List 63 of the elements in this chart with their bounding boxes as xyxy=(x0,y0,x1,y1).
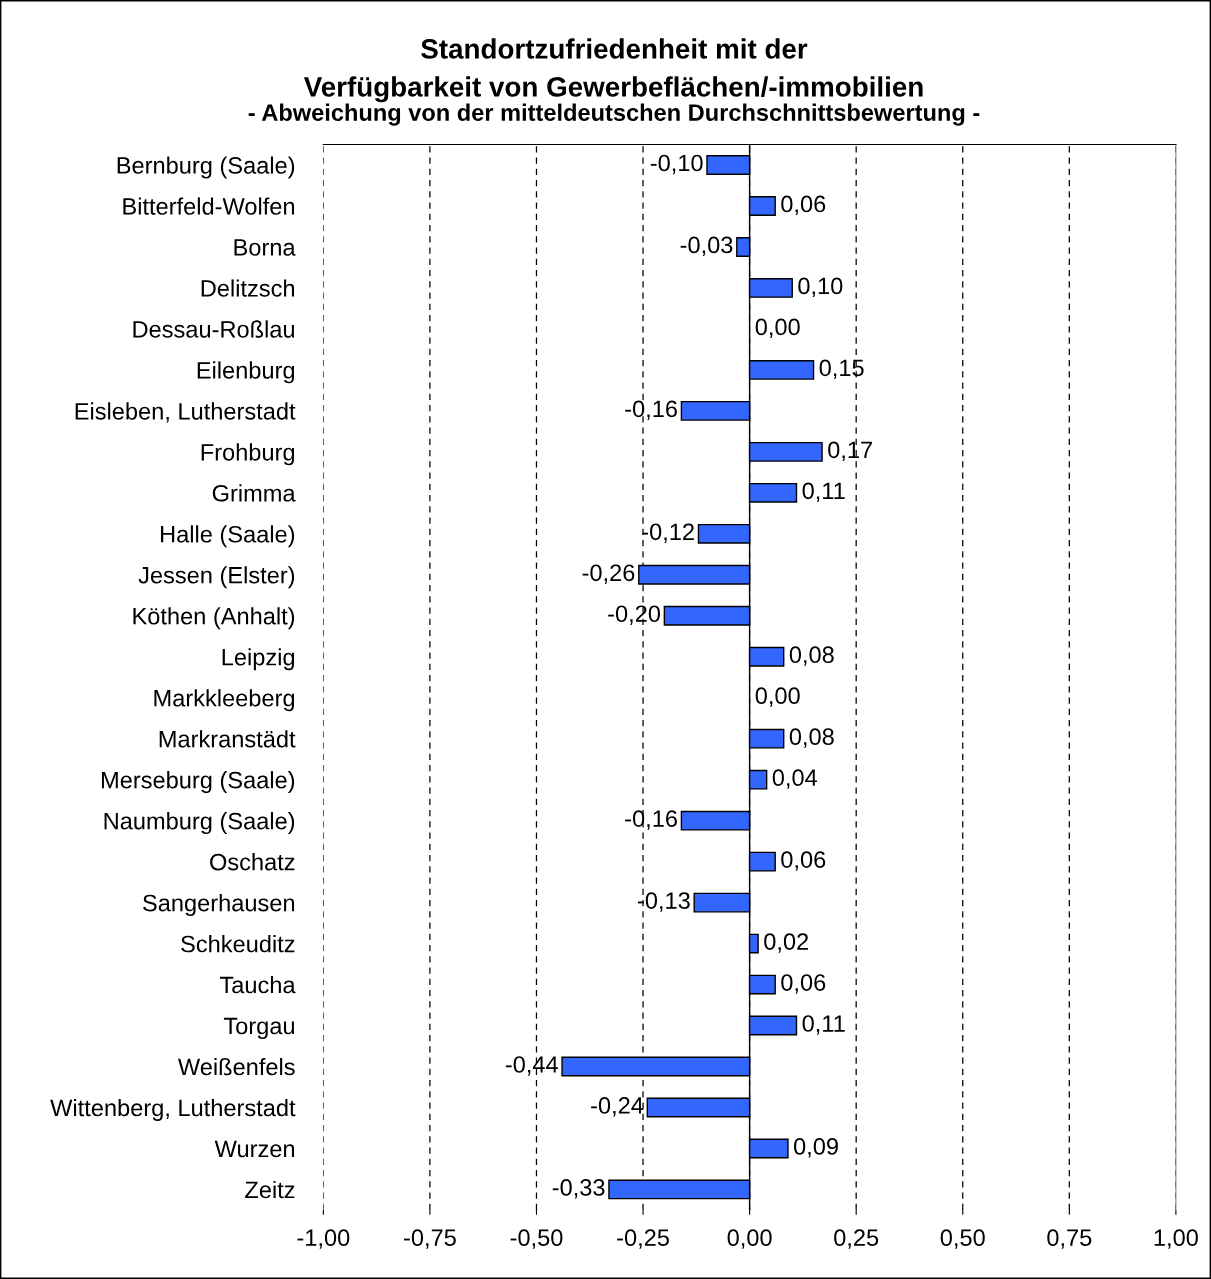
data-label: 0,17 xyxy=(828,441,872,461)
y-tick-label: Markkleeberg xyxy=(154,689,295,712)
data-label: 0,06 xyxy=(781,851,826,871)
y-tick-label: Taucha xyxy=(219,976,296,994)
y-tick-label: Jessen (Elster) xyxy=(138,566,295,589)
data-label: 0,11 xyxy=(802,1015,845,1035)
y-tick-label: Naumburg (Saale) xyxy=(104,812,295,835)
data-label: 0,04 xyxy=(772,769,818,789)
y-tick-label: Weißenfels xyxy=(177,1057,295,1076)
data-label: -0,12 xyxy=(642,523,694,543)
x-tick-label: -1,00 xyxy=(297,1229,350,1249)
y-tick-label: Schkeuditz xyxy=(181,935,295,953)
y-tick-label: Dessau-Roßlau xyxy=(133,320,294,338)
x-tick-label: 0,00 xyxy=(727,1229,772,1249)
y-tick-label: Bitterfeld-Wolfen xyxy=(123,197,295,215)
data-label: -0,03 xyxy=(680,236,733,257)
y-tick-label: Delitzsch xyxy=(201,279,295,297)
data-label: -0,10 xyxy=(650,154,703,175)
y-tick-label: Oschatz xyxy=(210,853,295,871)
x-tick-label: -0,50 xyxy=(510,1229,563,1249)
y-tick-label: Leipzig xyxy=(222,648,295,671)
data-label: 0,02 xyxy=(764,933,809,953)
data-label: 0,08 xyxy=(789,728,834,748)
y-tick-label: Halle (Saale) xyxy=(161,525,295,548)
x-tick-label: 1,00 xyxy=(1154,1229,1198,1249)
chart-subtitle: - Abweichung von der mitteldeutschen Durchschnittsbewertung - xyxy=(248,103,980,126)
x-tick-label: -0,25 xyxy=(617,1229,669,1249)
y-tick-label: Wittenberg, Lutherstadt xyxy=(50,1098,296,1121)
data-label: -0,33 xyxy=(552,1179,605,1199)
data-label: 0,08 xyxy=(789,646,834,666)
x-tick-label: 0,50 xyxy=(940,1229,985,1249)
y-tick-label: Torgau xyxy=(223,1017,294,1039)
y-tick-label: Eilenburg xyxy=(197,361,295,384)
chart-title: Standortzufriedenheit mit der Verfügbarkeit von Gewerbeflächen/-immobilien xyxy=(303,38,923,103)
data-label: -0,16 xyxy=(625,400,677,421)
x-tick-label: 0,25 xyxy=(834,1229,879,1249)
data-label: -0,16 xyxy=(625,810,677,830)
data-label: -0,20 xyxy=(608,605,661,625)
data-label: 0,06 xyxy=(781,974,826,994)
y-tick-label: Merseburg (Saale) xyxy=(101,771,295,794)
data-label: 0,11 xyxy=(802,482,845,502)
data-label: 0,00 xyxy=(755,687,800,707)
data-label: 0,10 xyxy=(798,277,843,298)
data-label: 0,00 xyxy=(755,318,800,339)
data-label: -0,26 xyxy=(582,564,635,584)
y-tick-label: Köthen (Anhalt) xyxy=(133,607,295,630)
data-label: -0,24 xyxy=(591,1097,644,1117)
data-label: -0,13 xyxy=(638,892,690,912)
y-tick-label: Zeitz xyxy=(245,1180,295,1199)
y-tick-label: Bernburg (Saale) xyxy=(117,156,295,179)
x-tick-label: -0,75 xyxy=(404,1229,456,1249)
data-label: 0,09 xyxy=(794,1138,838,1158)
data-label: 0,15 xyxy=(819,359,864,380)
y-tick-label: Borna xyxy=(234,239,296,256)
y-tick-label: Frohburg xyxy=(201,443,295,466)
y-tick-label: Markranstädt xyxy=(159,730,296,748)
x-tick-label: 0,75 xyxy=(1047,1229,1092,1249)
y-tick-label: Eisleben, Lutherstadt xyxy=(75,402,296,423)
data-label: -0,44 xyxy=(505,1056,558,1076)
y-tick-label: Wurzen xyxy=(214,1140,295,1158)
y-tick-label: Sangerhausen xyxy=(143,894,295,917)
y-tick-label: Grimma xyxy=(212,484,296,502)
data-label: 0,06 xyxy=(781,195,826,216)
